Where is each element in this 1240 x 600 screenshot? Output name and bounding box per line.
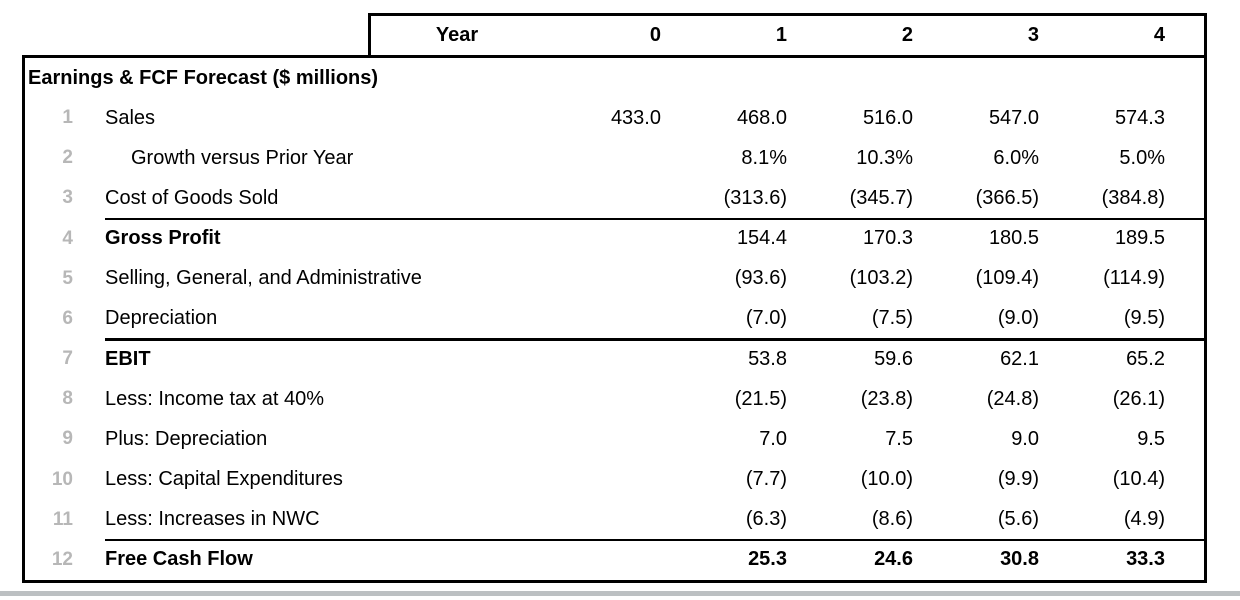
row-number: 5 [62,267,73,289]
row-value: (5.6) [997,508,1039,531]
row-value: 53.8 [748,347,787,370]
row-value: 33.3 [1126,548,1165,571]
row-number: 8 [62,388,73,410]
row-value: (23.8) [860,387,913,410]
row-value: (7.7) [745,468,787,491]
row-value: (10.4) [1112,468,1165,491]
row-value: 154.4 [736,227,787,250]
row-value: 9.5 [1137,427,1165,450]
year-header-row: Year 0 1 2 3 4 [368,13,1207,55]
row-label: Plus: Depreciation [105,427,268,450]
row-label: Growth versus Prior Year [131,146,354,169]
row-label: Depreciation [105,307,218,330]
row-value: (26.1) [1112,387,1165,410]
row-value: (366.5) [975,186,1039,209]
row-value: 65.2 [1126,347,1165,370]
year-col-4: 4 [1153,24,1165,46]
row-number: 10 [51,468,73,490]
year-col-1: 1 [775,24,787,46]
row-value: (313.6) [723,186,787,209]
row-label: Less: Increases in NWC [105,508,320,531]
table-row-capex: 10 Less: Capital Expenditures (7.7) (10.… [25,460,1204,500]
table-row-nwc: 11 Less: Increases in NWC (6.3) (8.6) (5… [25,500,1204,540]
table-title: Earnings & FCF Forecast ($ millions) [28,66,379,89]
table-row-free-cash-flow: 12 Free Cash Flow 25.3 24.6 30.8 33.3 [25,538,1204,580]
row-number: 4 [62,227,73,249]
row-value: 5.0% [1119,146,1165,169]
row-number: 6 [62,307,73,329]
row-value: (114.9) [1103,267,1165,290]
row-number: 3 [62,187,73,209]
row-value: 7.5 [885,427,913,450]
row-value: 7.0 [759,427,787,450]
row-number: 7 [62,348,73,370]
row-value: (109.4) [975,267,1039,290]
row-value: 25.3 [748,548,787,571]
row-value: 9.0 [1011,427,1039,450]
row-value: (345.7) [849,186,913,209]
row-value: 468.0 [736,106,787,129]
row-value: 547.0 [988,106,1039,129]
row-value: 433.0 [610,106,661,129]
table-row-depreciation: 6 Depreciation (7.0) (7.5) (9.0) (9.5) [25,299,1204,339]
year-col-3: 3 [1027,24,1039,46]
table-row-plus-depreciation: 9 Plus: Depreciation 7.0 7.5 9.0 9.5 [25,419,1204,459]
row-label: Less: Capital Expenditures [105,468,343,491]
row-value: 6.0% [993,146,1039,169]
row-value: 516.0 [862,106,913,129]
row-number: 9 [62,428,73,450]
row-number: 1 [62,107,73,129]
row-value: 574.3 [1114,106,1165,129]
table-row-cogs: 3 Cost of Goods Sold (313.6) (345.7) (36… [25,178,1204,218]
year-header-label: Year [435,24,479,46]
table-row-gross-profit: 4 Gross Profit 154.4 170.3 180.5 189.5 [25,217,1204,259]
table-row-sga: 5 Selling, General, and Administrative (… [25,259,1204,299]
row-value: (9.5) [1123,307,1165,330]
year-col-2: 2 [901,24,913,46]
row-value: (6.3) [745,508,787,531]
row-value: 30.8 [1000,548,1039,571]
table-row-income-tax: 8 Less: Income tax at 40% (21.5) (23.8) … [25,379,1204,419]
forecast-table: Earnings & FCF Forecast ($ millions) 1 S… [22,55,1207,583]
row-value: (10.0) [860,468,913,491]
row-number: 11 [52,508,73,530]
row-value: 62.1 [1000,347,1039,370]
table-row-growth: 2 Growth versus Prior Year 8.1% 10.3% 6.… [25,138,1204,178]
row-label: Sales [105,106,156,129]
row-value: (7.0) [745,307,787,330]
row-number: 2 [62,147,73,169]
row-value: (9.0) [997,307,1039,330]
row-value: (384.8) [1101,186,1165,209]
row-value: (93.6) [734,267,787,290]
row-value: 8.1% [741,146,787,169]
row-value: (4.9) [1123,508,1165,531]
bottom-divider [0,591,1240,596]
row-value: 24.6 [874,548,913,571]
row-value: 180.5 [988,227,1039,250]
row-value: (7.5) [871,307,913,330]
row-value: (9.9) [997,468,1039,491]
row-label: Cost of Goods Sold [105,186,279,209]
row-value: (103.2) [849,267,913,290]
year-col-0: 0 [649,24,661,46]
row-value: 59.6 [874,347,913,370]
row-value: 10.3% [856,146,913,169]
row-value: 170.3 [862,227,913,250]
row-value: (8.6) [871,508,913,531]
row-label: Free Cash Flow [105,548,253,571]
row-value: 189.5 [1114,227,1165,250]
row-value: (24.8) [986,387,1039,410]
row-label: Less: Income tax at 40% [105,387,325,410]
row-label: Gross Profit [105,227,221,250]
table-row-ebit: 7 EBIT 53.8 59.6 62.1 65.2 [25,338,1204,379]
row-number: 12 [51,548,73,570]
row-label: Selling, General, and Administrative [105,267,422,290]
row-label: EBIT [105,347,151,370]
table-row-sales: 1 Sales 433.0 468.0 516.0 547.0 574.3 [25,98,1204,138]
row-value: (21.5) [734,387,787,410]
